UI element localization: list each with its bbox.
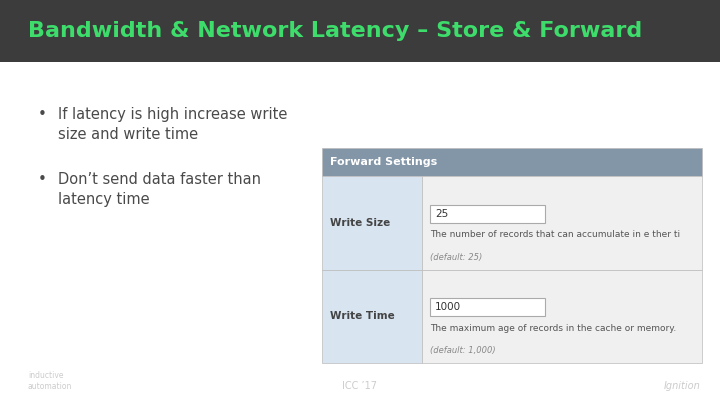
Bar [430, 205, 545, 223]
Text: (default: 1,000): (default: 1,000) [430, 346, 495, 355]
Text: ICC ’17: ICC ’17 [343, 381, 377, 391]
Text: Write Size: Write Size [330, 218, 390, 228]
Text: inductive
automation: inductive automation [28, 371, 73, 391]
Text: The maximum age of records in the cache or memory.: The maximum age of records in the cache … [430, 324, 676, 333]
Text: 25: 25 [435, 209, 449, 219]
Text: Ignition: Ignition [663, 381, 700, 391]
Text: •: • [38, 172, 47, 187]
Text: Don’t send data faster than
latency time: Don’t send data faster than latency time [58, 172, 261, 207]
Bar [430, 298, 545, 316]
Text: 1000: 1000 [435, 302, 461, 312]
Text: •: • [38, 107, 47, 122]
Bar [322, 269, 422, 363]
Bar [0, 0, 720, 62]
Text: Forward Settings: Forward Settings [330, 157, 437, 167]
Bar [422, 176, 702, 269]
Text: If latency is high increase write
size and write time: If latency is high increase write size a… [58, 107, 287, 142]
Text: The number of records that can accumulate in e ther ti: The number of records that can accumulat… [430, 230, 680, 239]
Text: Write Time: Write Time [330, 311, 395, 321]
Text: Bandwidth & Network Latency – Store & Forward: Bandwidth & Network Latency – Store & Fo… [28, 21, 642, 41]
Bar [322, 176, 422, 269]
Text: (default: 25): (default: 25) [430, 253, 482, 262]
Bar [322, 148, 702, 176]
Bar [422, 269, 702, 363]
